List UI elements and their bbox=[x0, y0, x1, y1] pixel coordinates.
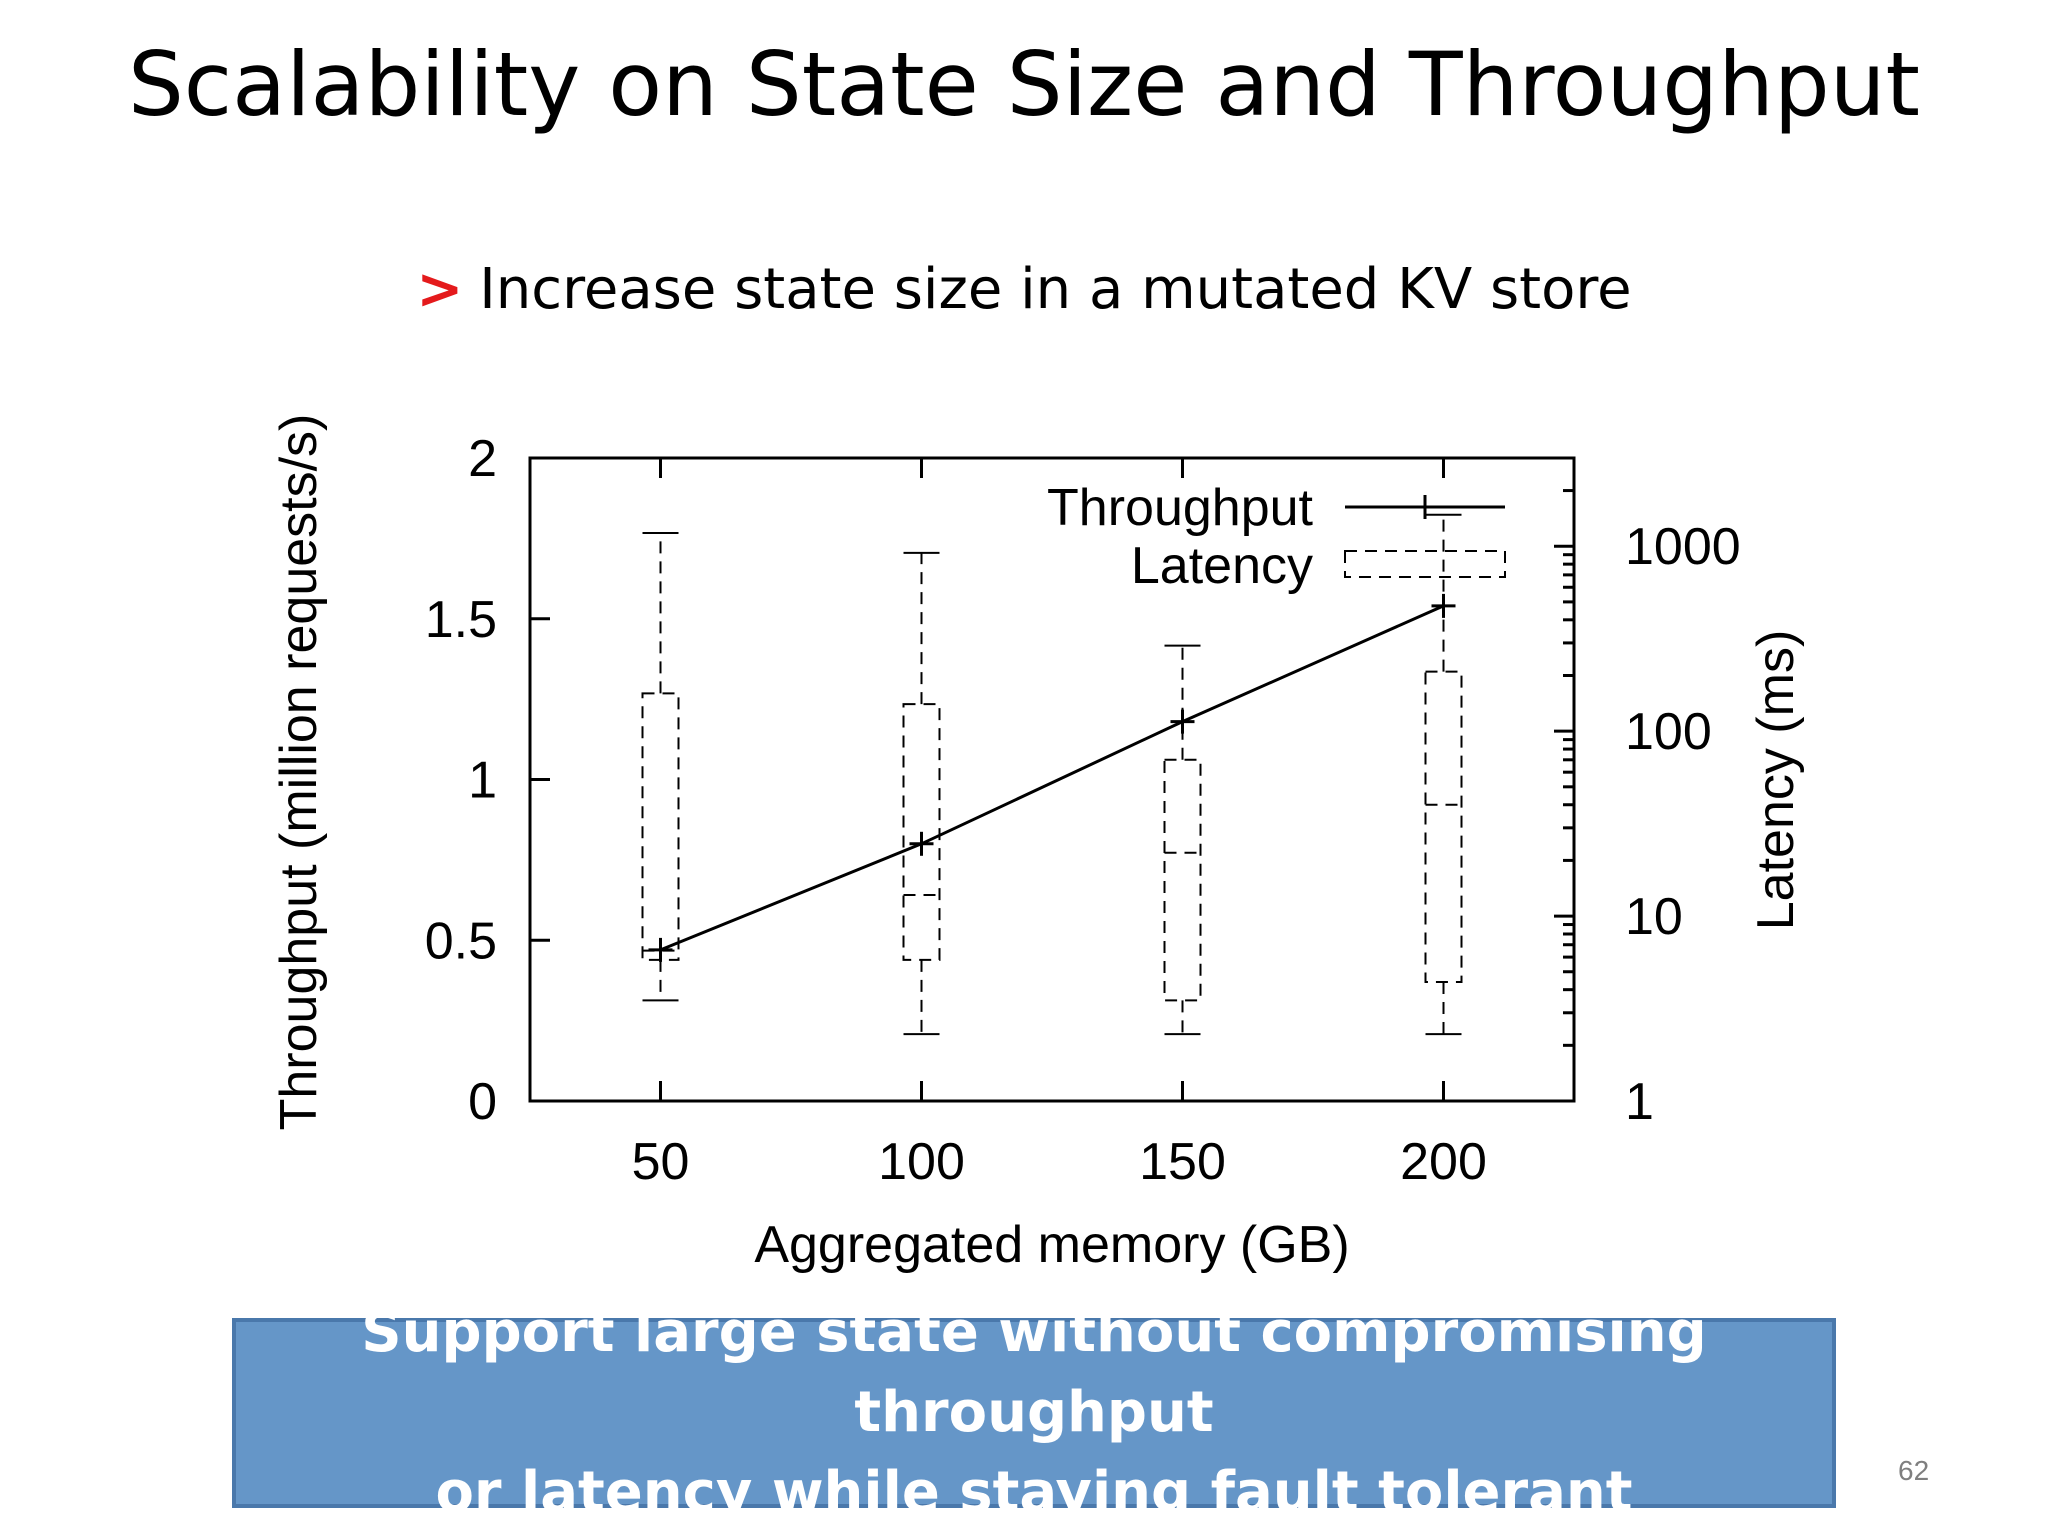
plot-frame bbox=[528, 456, 1576, 1103]
callout-text: Support large state without compromising… bbox=[236, 1293, 1832, 1533]
latency-iqr-box bbox=[1163, 758, 1202, 1002]
chart-legend: Throughput Latency bbox=[1047, 479, 1506, 595]
latency-iqr-box bbox=[641, 692, 680, 961]
y-tick-label: 1 bbox=[468, 752, 497, 810]
y2-tick-label: 1000 bbox=[1625, 518, 1741, 576]
throughput-point-150 bbox=[1170, 709, 1195, 734]
y-axis-label: Throughput (million requests/s) bbox=[270, 414, 328, 1131]
y-tick-label: 1.5 bbox=[425, 591, 497, 649]
bullet-text: Increase state size in a mutated KV stor… bbox=[479, 257, 1632, 322]
y-tick-label: 2 bbox=[468, 430, 497, 488]
y2-tick-label: 100 bbox=[1625, 703, 1712, 761]
latency-box-200 bbox=[1424, 513, 1463, 1036]
bullet-marker: > bbox=[416, 257, 464, 322]
throughput-point-100 bbox=[909, 831, 934, 856]
latency-iqr-box bbox=[902, 703, 941, 961]
x-tick-label: 150 bbox=[1139, 1133, 1226, 1191]
page-number: 62 bbox=[1898, 1455, 1930, 1486]
callout-line-2: or latency while staying fault tolerant bbox=[435, 1460, 1633, 1525]
chart-axes bbox=[528, 456, 1576, 1103]
legend-label-throughput: Throughput bbox=[1047, 479, 1314, 537]
x-tick-label: 100 bbox=[878, 1133, 965, 1191]
x-axis-label: Aggregated memory (GB) bbox=[754, 1216, 1349, 1274]
chart-ticks: 50 100 150 200 0 0.5 1 1.5 2 1 10 100 1000 bbox=[425, 430, 1741, 1191]
slide-title: Scalability on State Size and Throughput bbox=[127, 33, 1921, 136]
y2-tick-label: 10 bbox=[1625, 888, 1683, 946]
chart-marks bbox=[641, 513, 1463, 1036]
throughput-point-200 bbox=[1431, 593, 1456, 618]
y-tick-label: 0.5 bbox=[425, 912, 497, 970]
latency-iqr-box bbox=[1424, 670, 1463, 984]
latency-box-100 bbox=[902, 551, 941, 1036]
key-takeaway-callout: Support large state without compromising… bbox=[232, 1300, 1836, 1525]
y-tick-label: 0 bbox=[468, 1073, 497, 1131]
latency-box-50 bbox=[641, 531, 680, 1002]
x-tick-label: 200 bbox=[1400, 1133, 1487, 1191]
y2-axis-label: Latency (ms) bbox=[1747, 630, 1805, 931]
callout-line-1: Support large state without compromising… bbox=[361, 1300, 1707, 1445]
latency-box-150 bbox=[1163, 644, 1202, 1036]
bullet-point: > Increase state size in a mutated KV sto… bbox=[0, 255, 2048, 325]
throughput-point-50 bbox=[648, 937, 673, 962]
legend-label-latency: Latency bbox=[1131, 537, 1313, 595]
y2-tick-label: 1 bbox=[1625, 1073, 1654, 1131]
legend-box-latency bbox=[1344, 550, 1506, 578]
throughput-line bbox=[659, 604, 1445, 952]
x-tick-label: 50 bbox=[632, 1133, 690, 1191]
